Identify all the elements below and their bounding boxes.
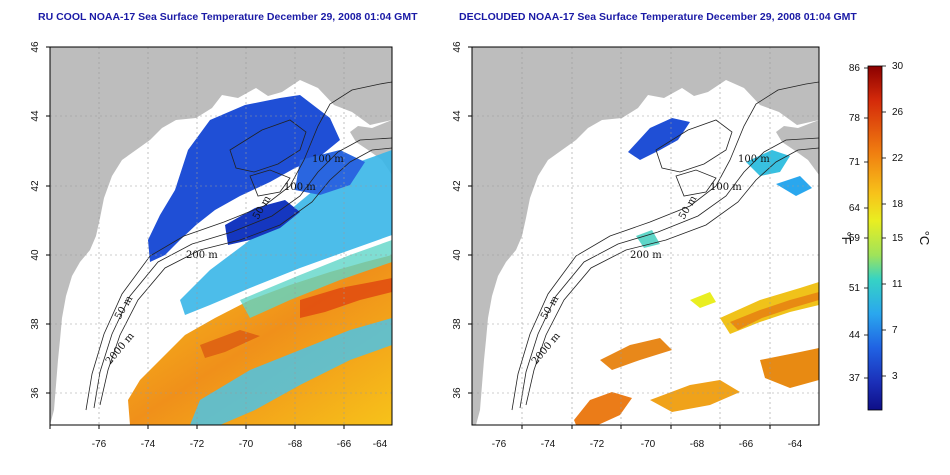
colorbar: 86 78 71 64 59 51 44 37 30 26 22 18 15 1…	[839, 61, 932, 411]
sst-teal-band	[190, 318, 392, 425]
map-panel-right: 100 m 100 m 50 m 200 m 50 m 2000 m -76 -…	[452, 41, 820, 450]
sst-cyan-region	[180, 150, 392, 315]
x-tick-label: -66	[739, 439, 754, 450]
y-tick-label: 42	[30, 180, 41, 192]
sst-cold-patch	[295, 150, 365, 195]
sst-cold-shelf	[225, 200, 300, 245]
y-tick-label: 44	[30, 110, 41, 122]
contour-label: 100 m	[312, 154, 344, 165]
x-tick-label: -64	[788, 439, 803, 450]
x-tick-label: -74	[541, 439, 556, 450]
map-title-left: RU COOL NOAA-17 Sea Surface Temperature …	[38, 11, 418, 23]
y-tick-label: 46	[452, 41, 463, 53]
sst-cold-region	[628, 118, 690, 160]
colorbar-c-label: 3	[892, 371, 898, 382]
nova-scotia-land	[776, 120, 819, 175]
y-tick-label: 40	[452, 249, 463, 261]
colorbar-c-label: 15	[892, 233, 904, 244]
map-panel-left: 100 m 100 m 50 m 200 m 50 m 2000 m -76 -…	[30, 41, 393, 450]
y-tick-label: 46	[30, 41, 41, 53]
contour-label: 100 m	[710, 182, 742, 193]
y-tick-label: 38	[452, 318, 463, 330]
axis-ticks	[46, 46, 345, 429]
y-tick-label: 36	[452, 387, 463, 399]
y-tick-label: 42	[452, 180, 463, 192]
x-tick-label: -76	[92, 439, 107, 450]
land-mass	[472, 47, 819, 425]
colorbar-c-label: 26	[892, 107, 904, 118]
colorbar-f-label: 86	[849, 63, 861, 74]
colorbar-c-label: 18	[892, 199, 904, 210]
colorbar-f-label: 51	[849, 283, 861, 294]
colorbar-f-label: 44	[849, 330, 861, 341]
sst-cyan-patch	[746, 150, 790, 176]
colorbar-c-label: 11	[892, 279, 903, 290]
colorbar-ticks	[864, 65, 886, 379]
x-tick-label: -68	[288, 439, 303, 450]
x-tick-label: -64	[373, 439, 388, 450]
colorbar-f-label: 59	[849, 233, 861, 244]
x-tick-label: -68	[690, 439, 705, 450]
sst-warm-patch-4	[760, 348, 819, 388]
contour-label: 100 m	[284, 182, 316, 193]
contour-label: 200 m	[186, 250, 218, 261]
y-tick-label: 36	[30, 387, 41, 399]
x-tick-label: -70	[239, 439, 254, 450]
x-tick-label: -76	[492, 439, 507, 450]
y-tick-label: 44	[452, 110, 463, 122]
x-tick-label: -70	[641, 439, 656, 450]
bathymetry-contours	[511, 81, 819, 411]
sst-warm-patch-2	[574, 392, 632, 425]
nova-scotia-land	[350, 120, 392, 175]
bathymetry-contours	[85, 81, 392, 411]
sst-cold-region	[148, 95, 340, 262]
colorbar-unit-c: °C	[917, 231, 932, 246]
contour-label: 100 m	[738, 154, 770, 165]
colorbar-c-label: 30	[892, 61, 904, 72]
contour-label: 200 m	[630, 250, 662, 261]
map-title-right: DECLOUDED NOAA-17 Sea Surface Temperatur…	[459, 11, 857, 23]
colorbar-f-label: 64	[849, 203, 861, 214]
y-tick-label: 40	[30, 249, 41, 261]
colorbar-unit-f: °F	[839, 231, 854, 244]
sst-teal-band-2	[240, 240, 392, 318]
x-tick-label: -74	[141, 439, 156, 450]
sst-hot-streak	[730, 292, 819, 330]
graticule	[50, 47, 392, 425]
colorbar-c-label: 22	[892, 153, 904, 164]
graticule	[472, 47, 819, 425]
colorbar-f-label: 37	[849, 373, 861, 384]
colorbar-c-label: 7	[892, 325, 898, 336]
map-frame	[49, 46, 393, 426]
sst-warm-patch-3	[650, 380, 740, 412]
coastal-gap	[70, 255, 148, 425]
sst-cyan-patch-3	[636, 230, 660, 248]
sst-hot-streak-2	[200, 330, 260, 358]
y-tick-label: 38	[30, 318, 41, 330]
colorbar-gradient	[867, 65, 883, 411]
land-mass	[50, 47, 392, 425]
colorbar-f-label: 71	[849, 157, 861, 168]
x-tick-label: -66	[337, 439, 352, 450]
x-tick-label: -72	[190, 439, 205, 450]
map-frame	[471, 46, 820, 426]
colorbar-f-label: 78	[849, 113, 861, 124]
x-tick-label: -72	[590, 439, 605, 450]
sst-warm-patch-5	[690, 292, 716, 308]
axis-ticks	[468, 46, 771, 429]
sst-hot-streak	[300, 278, 392, 318]
sst-warm-patch	[600, 338, 672, 370]
